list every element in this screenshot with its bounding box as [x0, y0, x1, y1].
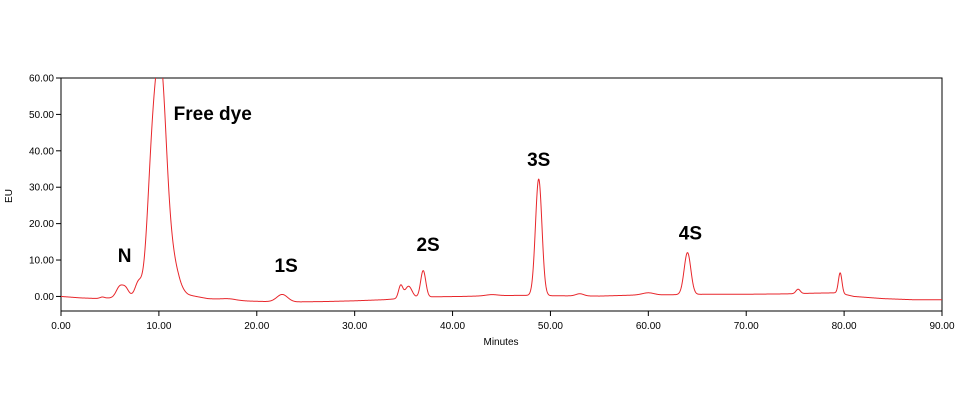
x-tick-label: 50.00	[538, 321, 563, 332]
x-tick-label: 40.00	[440, 321, 465, 332]
x-tick-label: 80.00	[832, 321, 857, 332]
x-tick-label: 30.00	[342, 321, 367, 332]
y-tick-label: 50.00	[29, 110, 54, 121]
x-tick-label: 90.00	[929, 321, 954, 332]
peak-label: N	[118, 246, 132, 267]
peak-annotations: N Free dye 1S 2S 3S 4S	[118, 104, 702, 277]
x-tick-label: 20.00	[244, 321, 269, 332]
plot-frame	[60, 77, 943, 312]
y-tick-label: 20.00	[29, 219, 54, 230]
x-axis-ticks: 0.00 10.00 20.00 30.00 40.00 50.00 60.00 70.00 8…	[51, 311, 955, 332]
peak-label: 4S	[679, 223, 702, 244]
y-tick-label: 0.00	[35, 292, 55, 303]
y-tick-label: 30.00	[29, 183, 54, 194]
y-axis-ticks: 0.00 10.00 20.00 30.00 40.00 50.00 60.00	[29, 74, 61, 303]
peak-label: 1S	[275, 256, 298, 277]
peak-label: Free dye	[174, 104, 252, 125]
x-tick-label: 60.00	[636, 321, 661, 332]
x-tick-label: 70.00	[734, 321, 759, 332]
x-tick-label: 0.00	[51, 321, 71, 332]
y-tick-label: 40.00	[29, 146, 54, 157]
peak-label: 2S	[416, 235, 439, 256]
peak-label: 3S	[527, 150, 550, 171]
y-tick-label: 10.00	[29, 256, 54, 267]
y-axis-title: EU	[4, 189, 15, 203]
chromatogram-trace	[61, 78, 942, 303]
y-tick-label: 60.00	[29, 74, 54, 85]
x-tick-label: 10.00	[146, 321, 171, 332]
x-axis-title: Minutes	[483, 337, 518, 348]
